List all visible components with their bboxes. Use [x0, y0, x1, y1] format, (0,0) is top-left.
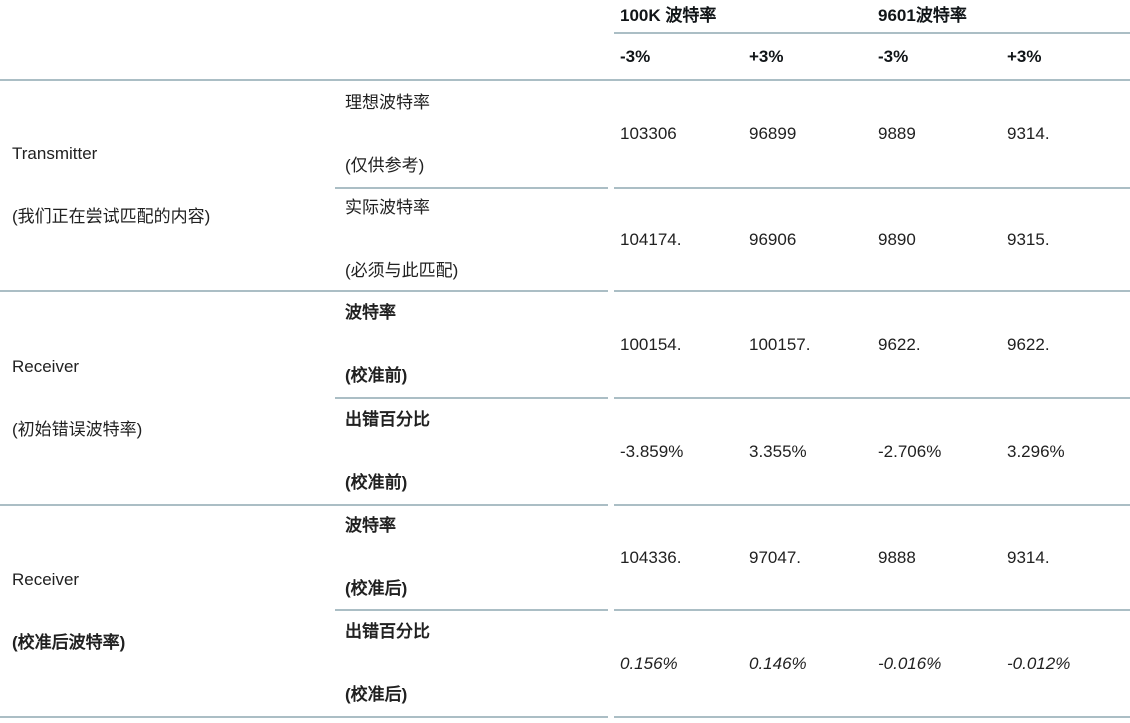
value-cell: 103306 — [614, 80, 743, 189]
row-label-baud-precal: 波特率 (校准前) — [335, 291, 608, 399]
row-label-line2: (校准后) — [345, 579, 408, 598]
value-cell: 9890 — [872, 188, 1001, 292]
value-cell: -0.012% — [1001, 610, 1130, 718]
value-cell: 104336. — [614, 505, 743, 611]
row-label-line1: 出错百分比 — [345, 622, 430, 641]
value-cell: 9314. — [1001, 505, 1130, 611]
table-row: Transmitter (我们正在尝试匹配的内容) 理想波特率 (仅供参考) 1… — [0, 80, 1130, 292]
value-cell: 3.355% — [743, 398, 872, 506]
column-group-header-100k: 100K 波特率 — [614, 0, 872, 34]
column-subheader-plus3-100k: +3% — [743, 33, 872, 81]
table-row: 实际波特率 (必须与此匹配) 104174. 96906 9890 9315. — [0, 188, 1130, 292]
row-group-label-line1: Receiver — [12, 356, 80, 376]
value-cell: -2.706% — [872, 398, 1001, 506]
column-subheader-row: -3% +3% -3% +3% — [0, 33, 1130, 81]
row-label-line1: 波特率 — [345, 516, 396, 535]
value-cell: 9314. — [1001, 80, 1130, 189]
row-group-label-line2: (我们正在尝试匹配的内容) — [12, 207, 211, 226]
row-group-label-line2: (初始错误波特率) — [12, 419, 143, 439]
value-cell: 9888 — [872, 505, 1001, 611]
value-cell: 100157. — [743, 291, 872, 399]
row-label-line2: (必须与此匹配) — [345, 261, 459, 280]
row-group-label-transmitter: Transmitter (我们正在尝试匹配的内容) — [0, 80, 335, 292]
row-group-label-line1: Receiver — [12, 569, 80, 589]
table-row: Receiver (初始错误波特率) 波特率 (校准前) 100154. 100… — [0, 291, 1130, 506]
value-cell: 9889 — [872, 80, 1001, 189]
row-label-ideal-baud: 理想波特率 (仅供参考) — [335, 80, 608, 189]
header-spacer — [0, 33, 608, 81]
value-cell: 100154. — [614, 291, 743, 399]
value-cell: 9622. — [872, 291, 1001, 399]
header-spacer — [0, 0, 608, 33]
value-cell: 9622. — [1001, 291, 1130, 399]
row-group-label-receiver-initial: Receiver (初始错误波特率) — [0, 291, 335, 506]
column-group-header-9601: 9601波特率 — [872, 0, 1130, 34]
row-label-line2: (校准前) — [345, 366, 408, 385]
column-subheader-plus3-9601: +3% — [1001, 33, 1130, 81]
column-subheader-minus3-9601: -3% — [872, 33, 1001, 81]
value-cell: -3.859% — [614, 398, 743, 506]
row-label-actual-baud: 实际波特率 (必须与此匹配) — [335, 188, 608, 292]
column-gap — [608, 33, 614, 81]
row-group-label-line2: (校准后波特率) — [12, 632, 126, 652]
row-label-line2: (校准前) — [345, 473, 408, 492]
row-label-line2: (校准后) — [345, 685, 408, 704]
value-cell: 97047. — [743, 505, 872, 611]
column-group-header-row: 100K 波特率 9601波特率 — [0, 0, 1130, 34]
row-label-line2: (仅供参考) — [345, 155, 425, 175]
value-cell: 9315. — [1001, 188, 1130, 292]
row-label-error-pct-precal: 出错百分比 (校准前) — [335, 398, 608, 506]
value-cell: 0.146% — [743, 610, 872, 718]
row-label-line1: 出错百分比 — [345, 410, 430, 429]
column-subheader-minus3-100k: -3% — [614, 33, 743, 81]
row-group-label-line1: Transmitter — [12, 144, 98, 163]
value-cell: 96906 — [743, 188, 872, 292]
row-label-line1: 理想波特率 — [345, 92, 430, 112]
row-group-label-receiver-calibrated: Receiver (校准后波特率) — [0, 505, 335, 718]
table-row: Receiver (校准后波特率) 波特率 (校准后) 104336. 9704… — [0, 505, 1130, 718]
row-label-line1: 波特率 — [345, 303, 396, 322]
value-cell: 96899 — [743, 80, 872, 189]
value-cell: -0.016% — [872, 610, 1001, 718]
value-cell: 3.296% — [1001, 398, 1130, 506]
value-cell: 104174. — [614, 188, 743, 292]
value-cell: 0.156% — [614, 610, 743, 718]
row-label-line1: 实际波特率 — [345, 198, 430, 217]
table-row: 出错百分比 (校准前) -3.859% 3.355% -2.706% 3.296… — [0, 398, 1130, 506]
row-label-baud-postcal: 波特率 (校准后) — [335, 505, 608, 611]
row-label-error-pct-postcal: 出错百分比 (校准后) — [335, 610, 608, 718]
table-row: 出错百分比 (校准后) 0.156% 0.146% -0.016% -0.012… — [0, 610, 1130, 718]
